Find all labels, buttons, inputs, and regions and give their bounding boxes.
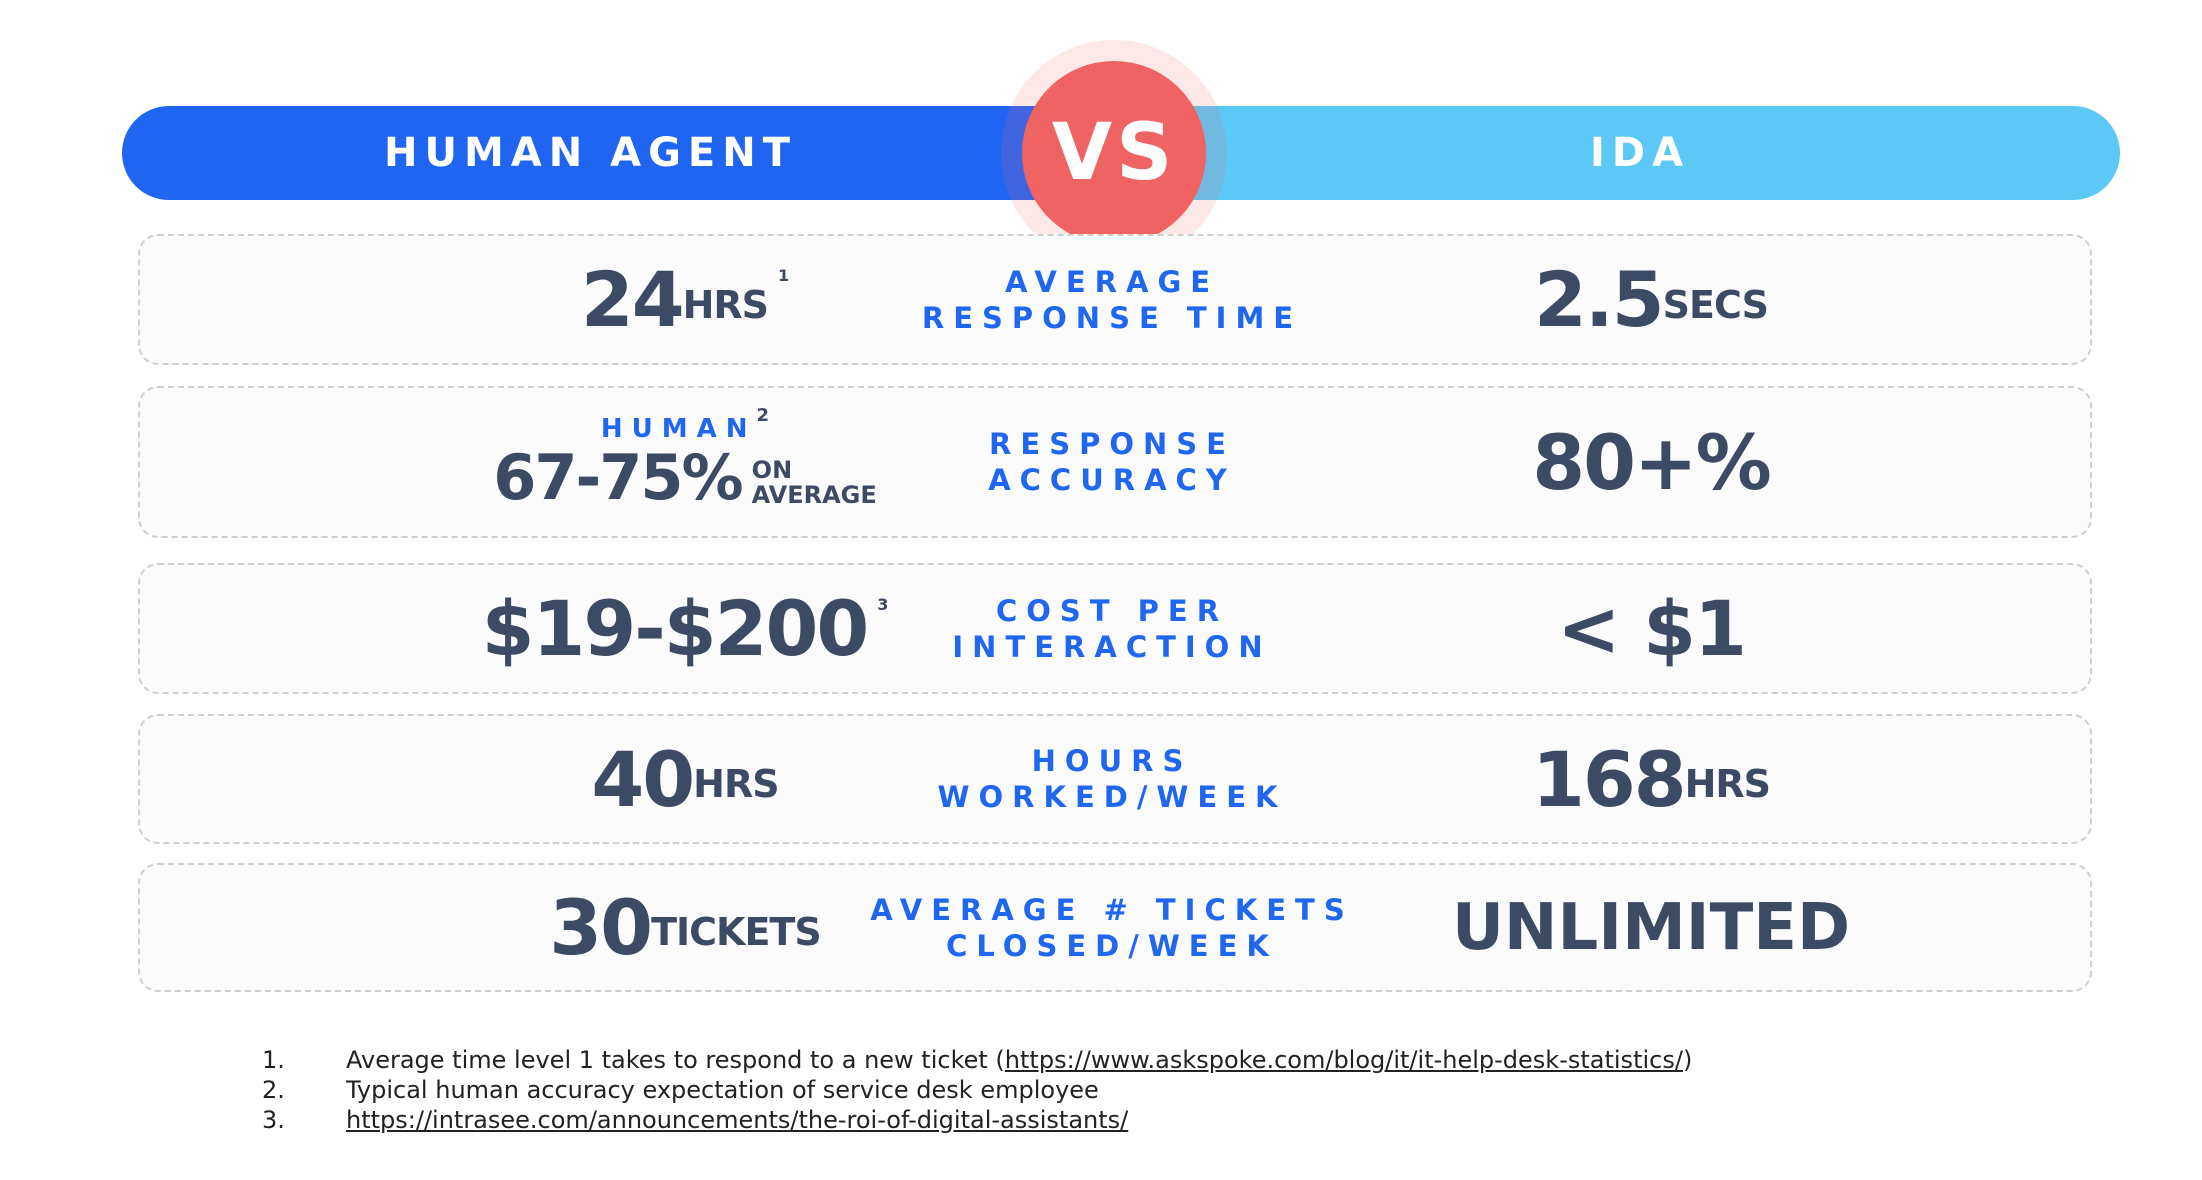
footnote-number: 1.: [262, 1046, 285, 1074]
unit: HRS: [682, 283, 769, 327]
label: INTERACTION: [952, 629, 1272, 664]
footnote-text: Average time level 1 takes to respond to…: [346, 1046, 1692, 1074]
left-cell: 30 TICKETS: [240, 865, 1130, 990]
footnote-number: 3.: [262, 1106, 285, 1134]
right-cell: < $1: [1351, 565, 1951, 692]
right-cell: 2.5 SECS: [1351, 236, 1951, 363]
value: $19-$200: [481, 584, 870, 673]
value: 67-75%: [493, 440, 743, 514]
value: < $1: [1557, 584, 1747, 673]
label: AVERAGE: [1004, 264, 1220, 299]
middle-cell: RESPONSE ACCURACY: [912, 388, 1312, 536]
footnote-number: 2.: [262, 1076, 285, 1104]
header-left: HUMAN AGENT: [122, 106, 1162, 200]
unit-line: AVERAGE: [751, 481, 877, 509]
value-line: 67-75% ON AVERAGE: [493, 441, 876, 514]
text: Average time level 1 takes to respond to…: [346, 1046, 1005, 1074]
unit: ON AVERAGE: [752, 458, 877, 508]
middle-cell: AVERAGE # TICKETS CLOSED/WEEK: [870, 865, 1344, 990]
unit: TICKETS: [651, 910, 822, 954]
right-cell: 168 HRS: [1351, 716, 1951, 842]
left-cell: 24 HRS 1: [240, 236, 1130, 363]
header-right: IDA: [1070, 106, 2120, 200]
text: ): [1682, 1046, 1693, 1074]
header-left-text: HUMAN AGENT: [384, 130, 797, 176]
unit: HRS: [1684, 762, 1771, 806]
row: 24 HRS 1 AVERAGE RESPONSE TIME 2.5 SECS: [138, 234, 2092, 365]
footnote-ref: 1: [778, 266, 790, 285]
footnote-ref: 2: [756, 404, 770, 426]
footnote-text: https://intrasee.com/announcements/the-r…: [346, 1106, 1128, 1134]
left-cell: HUMAN 2 67-75% ON AVERAGE: [240, 388, 1130, 536]
row: $19-$200 3 COST PER INTERACTION < $1: [138, 563, 2092, 694]
header-right-text: IDA: [1590, 130, 1691, 176]
left-cell: $19-$200 3: [240, 565, 1130, 692]
link[interactable]: https://intrasee.com/announcements/the-r…: [346, 1106, 1129, 1134]
label-line: HUMAN 2: [600, 405, 769, 447]
value: 168: [1531, 734, 1687, 824]
unit-line: ON: [751, 456, 793, 484]
middle-cell: AVERAGE RESPONSE TIME: [912, 236, 1312, 363]
right-cell: 80+%: [1351, 388, 1951, 536]
label: HUMAN: [600, 413, 757, 444]
left-cell: 40 HRS: [240, 716, 1130, 842]
value: 2.5: [1534, 255, 1665, 344]
label: COST PER: [995, 593, 1229, 628]
label: WORKED/WEEK: [937, 780, 1287, 814]
middle-cell: HOURS WORKED/WEEK: [912, 716, 1312, 842]
value: 24: [580, 255, 685, 344]
link[interactable]: https://www.askspoke.com/blog/it/it-help…: [1004, 1046, 1683, 1074]
value: 40: [591, 734, 695, 824]
middle-cell: COST PER INTERACTION: [912, 565, 1312, 692]
vs-badge: VS: [1022, 61, 1206, 245]
row: HUMAN 2 67-75% ON AVERAGE RESPONSE ACCURACY …: [138, 386, 2092, 538]
row: 30 TICKETS AVERAGE # TICKETS CLOSED/WEEK U…: [138, 863, 2092, 992]
label: HOURS: [1031, 744, 1193, 778]
right-cell: UNLIMITED: [1351, 865, 1951, 990]
footnote-text: Typical human accuracy expectation of se…: [346, 1076, 1099, 1104]
label: AVERAGE # TICKETS: [870, 892, 1354, 927]
label: RESPONSE TIME: [921, 300, 1303, 335]
value: UNLIMITED: [1451, 890, 1851, 965]
value: 30: [549, 883, 653, 972]
row: 40 HRS HOURS WORKED/WEEK 168 HRS: [138, 714, 2092, 844]
unit: HRS: [693, 762, 779, 806]
label: CLOSED/WEEK: [946, 928, 1278, 963]
unit: SECS: [1662, 283, 1769, 327]
label: RESPONSE: [989, 427, 1235, 461]
value: 80+%: [1532, 417, 1772, 507]
footnote-ref: 3: [877, 595, 889, 614]
label: ACCURACY: [988, 463, 1236, 497]
